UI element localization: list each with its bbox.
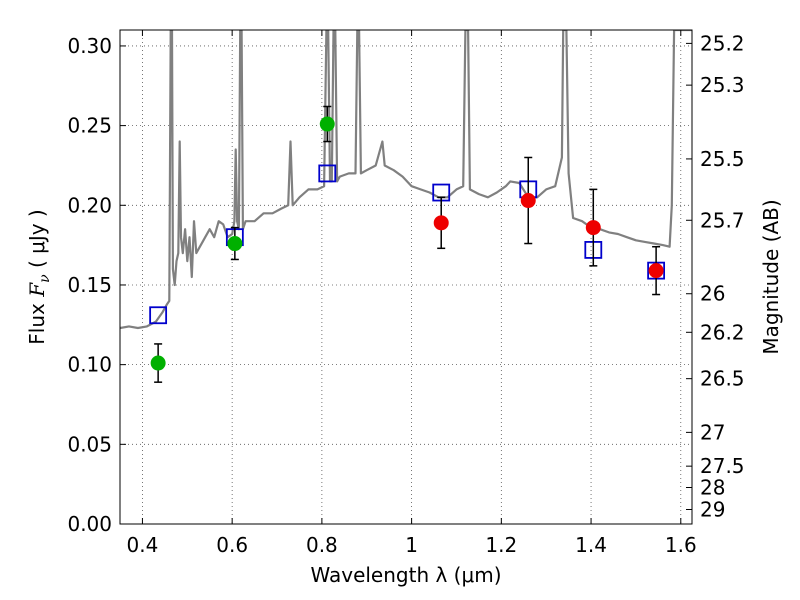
y2-tick-label: 25.3 [700, 73, 745, 97]
y2-tick-label: 27.5 [700, 454, 745, 478]
y-tick-label: 0.20 [67, 193, 112, 217]
observed-point-red [520, 193, 536, 209]
template-spectrum-line [120, 30, 692, 330]
x-tick-label: 0.6 [216, 533, 248, 557]
y-axis-label-suffix: ( μJy ) [25, 209, 49, 274]
x-tick-label: 1 [405, 533, 418, 557]
y-axis-label-subscript: ν [37, 274, 53, 283]
y2-tick-label: 25.7 [700, 208, 745, 232]
x-tick-label: 0.8 [306, 533, 338, 557]
model-flux-square [318, 164, 337, 183]
observed-point-green [150, 355, 166, 371]
observed-point-green [227, 236, 243, 252]
x-axis-label: Wavelength λ (μm) [310, 563, 501, 587]
plot-area [120, 30, 692, 383]
y2-tick-label: 25.2 [700, 31, 745, 55]
observed-point-red [585, 220, 601, 236]
y-tick-label: 0.25 [67, 114, 112, 138]
observed-point-red [433, 215, 449, 231]
y2-tick-label: 25.5 [700, 147, 745, 171]
x-tick-label: 1.6 [665, 533, 697, 557]
observed-point-red [648, 263, 664, 279]
observed-point-green [319, 116, 335, 132]
y2-tick-label: 26 [700, 282, 725, 306]
plot-frame [119, 29, 693, 525]
y2-tick-label: 28 [700, 476, 725, 500]
y-tick-label: 0.15 [67, 273, 112, 297]
x-tick-label: 1.2 [485, 533, 517, 557]
y2-tick-label: 26.5 [700, 367, 745, 391]
y-tick-label: 0.00 [67, 512, 112, 536]
y-axis-label-symbol: F [25, 282, 49, 298]
model-flux-square [149, 306, 168, 325]
axis-ticks: 0.4 0.6 0.8 1 1.2 1.4 1.6 0.00 0.05 0.10 0.15 0.20 0… [67, 30, 745, 557]
x-tick-label: 1.4 [575, 533, 607, 557]
y2-tick-label: 26.2 [700, 320, 745, 344]
y2-tick-label: 27 [700, 420, 725, 444]
x-tick-label: 0.4 [127, 533, 159, 557]
y2-tick-label: 29 [700, 497, 725, 521]
y-tick-label: 0.05 [67, 432, 112, 456]
y-axis-label: Flux Fν ( μJy ) [25, 209, 53, 344]
y2-axis-label: Magnitude (AB) [759, 199, 783, 354]
y-tick-label: 0.10 [67, 353, 112, 377]
y-axis-label-prefix: Flux [25, 297, 49, 345]
y-tick-label: 0.30 [67, 34, 112, 58]
